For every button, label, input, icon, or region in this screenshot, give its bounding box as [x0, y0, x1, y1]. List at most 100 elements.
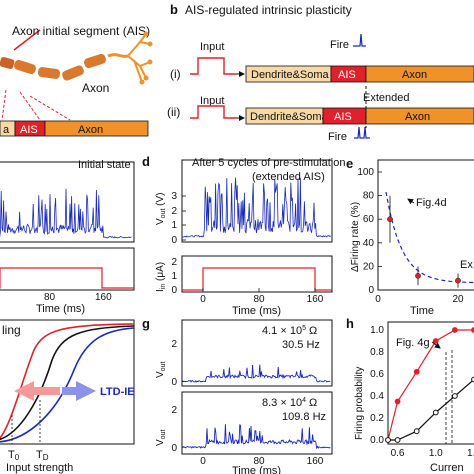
- panel-d-xtick: 80: [253, 294, 265, 305]
- panel-c-voltage-trace: [0, 188, 132, 239]
- panel-f-frame: [0, 319, 135, 445]
- panel-g-ylabel-top: Vout: [155, 362, 167, 378]
- row-ii-dendrite-label: Dendrite&Soma: [250, 111, 329, 123]
- panel-d-voltage-trace: [181, 177, 332, 238]
- panel-d-ytick: 3: [171, 191, 177, 202]
- panel-d-xtick: 160: [307, 294, 324, 305]
- axon-shape: [0, 31, 153, 85]
- panel-h-annotation-arrow: [431, 341, 441, 349]
- panel-h-frame: [387, 321, 474, 445]
- ais-callout: Axon initial segment (AIS): [12, 24, 150, 38]
- row-i-input-pulse: [190, 57, 236, 75]
- row-ii-fire-spikes: [354, 126, 370, 139]
- row-i-ais-label: AIS: [338, 69, 356, 81]
- zoom-lines: [1, 89, 71, 121]
- row-ii-axon-label: Axon: [405, 111, 430, 123]
- panel-h-series: [385, 327, 474, 443]
- panel-e-point: [455, 277, 461, 284]
- panel-d-title-line2: (extended AIS): [252, 171, 325, 183]
- panel-e-xlabel: Time: [410, 305, 434, 317]
- panel-e-annotation: Fig.4d: [416, 197, 447, 209]
- panel-d-bottom-frame: [181, 255, 333, 293]
- panel-h-ytick: 0.2: [370, 413, 384, 424]
- panel-f-ltd-arrow: [62, 381, 96, 401]
- panel-h-point: [432, 338, 439, 344]
- panel-h-xlabel: Curren: [430, 462, 464, 474]
- panel-e-xtick: 20: [452, 294, 464, 305]
- panel-c-current-pulse: [0, 267, 134, 289]
- panel-g-ytick: 2: [171, 405, 177, 416]
- panel-e-ytick: 0: [368, 285, 374, 296]
- panel-c-top-frame: [0, 161, 135, 243]
- panel-d-letter: d: [142, 154, 150, 169]
- panel-g-trace2-f: 109.8 Hz: [282, 411, 326, 423]
- row-ii-input-label: Input: [200, 95, 224, 107]
- panel-d-ytick: 2: [171, 206, 177, 217]
- panel-h-xtick: 1.4: [467, 448, 474, 459]
- panel-g-trace1-f: 30.5 Hz: [282, 339, 320, 351]
- panel-h-xtick: 0.6: [391, 448, 405, 459]
- row-ii-fire-label: Fire: [328, 131, 347, 143]
- panel-g-trace-2: [182, 424, 331, 450]
- panel-e-point: [387, 216, 393, 223]
- panel-h-point: [451, 327, 458, 333]
- panel-h-ytick: 0.6: [370, 369, 384, 380]
- panel-g-trace1-r: 4.1 × 105 Ω: [262, 325, 317, 337]
- panel-d-yticks-top: 3 2 1 0: [171, 191, 186, 246]
- panel-h-series-line: [387, 329, 474, 441]
- bar-axon: [44, 120, 149, 137]
- panel-f-blue-curve: [0, 327, 135, 443]
- ais-callout-arrow: [13, 29, 41, 51]
- row-i-axon: [365, 65, 474, 83]
- panel-b-title: AIS-regulated intrinsic plasticity: [185, 3, 352, 17]
- panel-h-series-line: [388, 379, 474, 441]
- panel-f-black-curve: [0, 325, 135, 441]
- panel-e-ytick: 20: [363, 261, 375, 272]
- panel-e-fit-curve: [385, 191, 474, 284]
- panel-g-xlabel: Time (ms): [232, 465, 281, 474]
- bar-axon-label: Axon: [78, 124, 103, 136]
- axon-label: Axon: [82, 81, 109, 95]
- panel-h-point: [385, 437, 391, 443]
- panel-d-xtick: 0: [200, 294, 206, 305]
- row-i-fire-label: Fire: [330, 39, 349, 51]
- panel-g-trace2-r: 8.3 × 104 Ω: [262, 397, 317, 409]
- panel-g: g 4.1 × 105 Ω 30.5 Hz 8.3 × 104 Ω 109.8 …: [142, 316, 333, 474]
- panel-h-ytick: 1.0: [370, 325, 384, 336]
- panel-f-label-fragment: ling: [2, 323, 21, 337]
- panel-h-xtick: 1.0: [429, 448, 443, 459]
- panel-d-xticks: 0 80 160: [200, 288, 324, 305]
- panel-d-top-frame: [181, 159, 333, 243]
- panel-f-xlabel: Input strength: [6, 462, 73, 474]
- panel-c-xlabel: Time (ms): [36, 303, 85, 315]
- panel-h-xticks: 0.6 1.0 1.4: [391, 448, 474, 459]
- neuron-illustration: Axon initial segment (AIS) Axon a AIS Ax…: [0, 24, 153, 137]
- panel-e-xticks: 0 20: [375, 294, 464, 305]
- panel-g-ytick: 2: [171, 339, 177, 350]
- panel-d-ytick: 1: [171, 220, 177, 231]
- panel-h-point: [413, 428, 420, 435]
- panel-d-ytick: 2: [171, 257, 177, 268]
- panel-h-point: [432, 409, 439, 416]
- panel-d-xlabel: Time (ms): [232, 305, 281, 317]
- panel-e-points: [387, 195, 461, 288]
- panel-h-point: [413, 368, 420, 375]
- panel-h-ylabel: Firing probability: [354, 367, 365, 440]
- panel-h: h Firing probability 1.00.80.60.40.20.0 …: [346, 316, 474, 474]
- row-i-fire-spike: [353, 33, 366, 47]
- panel-c-title: Initial state: [78, 159, 131, 171]
- panel-d-ylabel-top: Vout (V): [155, 192, 167, 225]
- panel-e-ytick: 100: [357, 167, 374, 178]
- panel-d-yticks-bottom: 2 1 0: [171, 257, 177, 296]
- row-i-dendrite-label: Dendrite&Soma: [251, 69, 330, 81]
- row-i-axon-label: Axon: [402, 69, 427, 81]
- extended-label: Extended: [363, 92, 409, 104]
- panel-f-ltd-label: LTD-IE: [100, 386, 135, 398]
- panel-g-xtick: 80: [253, 456, 265, 467]
- panel-g-letter: g: [142, 316, 150, 331]
- panel-f-red-curve: [0, 323, 135, 439]
- panel-f: ling LTD-IE T0 TD Input strength: [0, 319, 135, 474]
- panel-e-ytick: 60: [363, 214, 375, 225]
- row-i-input-label: Input: [200, 41, 224, 53]
